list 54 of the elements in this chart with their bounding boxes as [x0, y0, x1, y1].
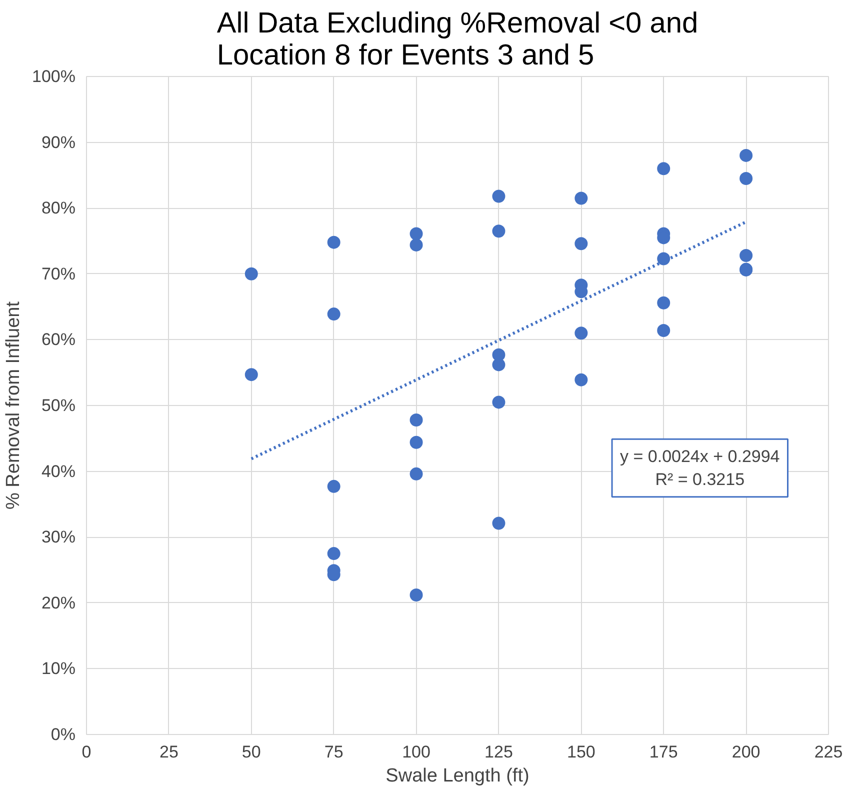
point — [410, 227, 423, 240]
x-tick-label: 150 — [566, 742, 596, 762]
point — [492, 358, 506, 372]
point — [740, 248, 753, 262]
annotation: y = 0.0024x + 0.2994 — [620, 447, 780, 466]
point — [657, 162, 670, 176]
point — [492, 190, 506, 203]
point — [657, 296, 670, 310]
x-tick-label: 25 — [159, 742, 178, 762]
point — [244, 368, 258, 382]
point — [410, 413, 423, 426]
chart-title: All Data Excluding %Removal <0 and Location 8 for Events 3 and 5 — [216, 8, 698, 72]
point — [574, 326, 588, 340]
point — [492, 224, 506, 238]
y-tick-label: 70% — [41, 264, 76, 284]
point — [327, 480, 340, 493]
x-tick-label: 125 — [484, 742, 513, 762]
x-tick-label: 225 — [814, 742, 843, 762]
y-tick-label: 10% — [41, 659, 76, 678]
x-tick-label: 50 — [242, 742, 261, 762]
y-tick-label: 50% — [41, 396, 76, 415]
y-tick-label: 30% — [41, 528, 76, 547]
point — [657, 324, 670, 337]
point — [244, 267, 258, 280]
point — [740, 172, 753, 185]
y-tick-label: 80% — [41, 198, 76, 218]
y-axis-title: % Removal from Influent — [3, 300, 24, 510]
point — [492, 516, 506, 530]
x-axis-title: Swale Length (ft) — [386, 766, 530, 786]
x-tick-label: 175 — [649, 742, 678, 762]
y-tick-label: 100% — [32, 67, 76, 86]
y-tick-label: 60% — [41, 330, 76, 350]
point — [574, 237, 588, 250]
point — [574, 192, 588, 205]
y-tick-label: 0% — [50, 725, 76, 744]
point — [327, 236, 340, 249]
point — [410, 588, 423, 602]
x-tick-label: 200 — [732, 742, 760, 762]
annotation: R² = 0.3215 — [655, 470, 745, 489]
point — [327, 308, 340, 321]
x-tick-label: 100 — [402, 742, 430, 762]
x-tick-label: 0 — [82, 742, 92, 762]
y-tick-label: 90% — [41, 132, 76, 152]
point — [410, 436, 423, 449]
y-tick-label: 20% — [41, 593, 76, 612]
point — [657, 252, 670, 266]
point — [492, 396, 506, 409]
point — [410, 467, 423, 480]
point — [740, 148, 753, 162]
x-tick-label: 75 — [324, 742, 344, 762]
point — [327, 547, 340, 560]
point — [410, 238, 423, 252]
y-tick-label: 40% — [41, 462, 76, 481]
point — [574, 373, 588, 386]
